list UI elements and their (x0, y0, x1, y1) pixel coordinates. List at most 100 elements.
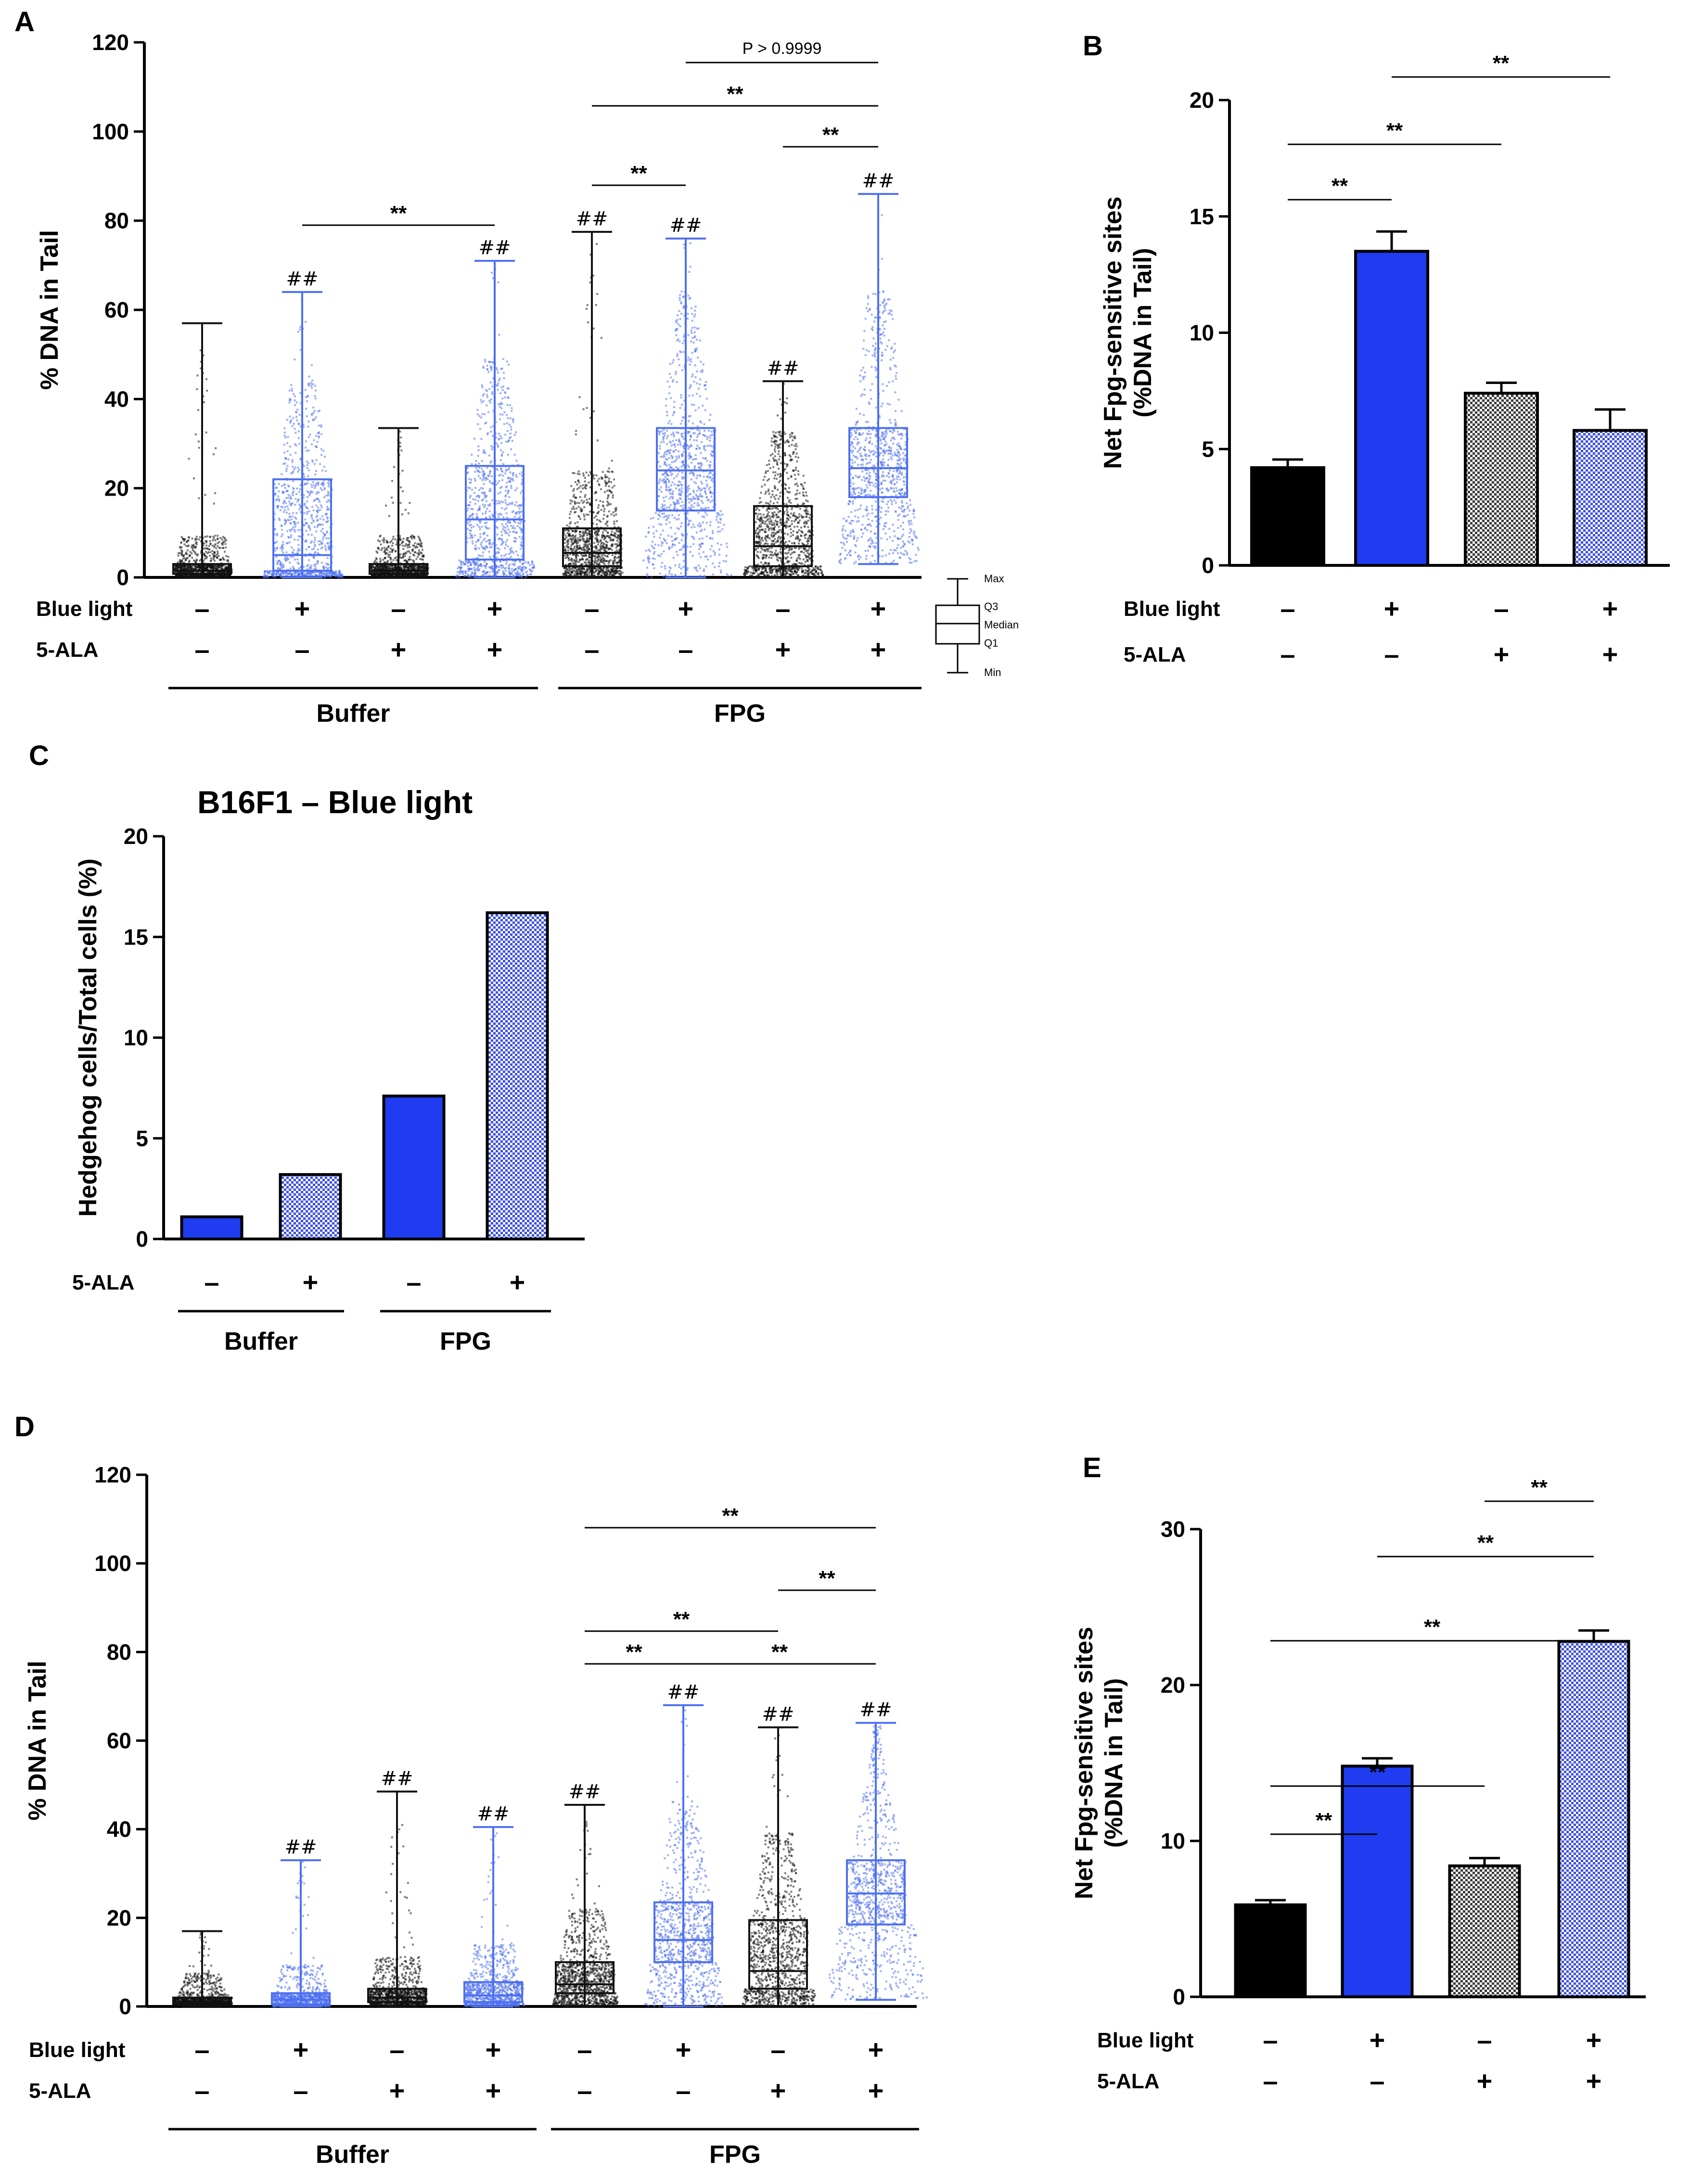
data-point (509, 477, 511, 479)
data-point (309, 434, 311, 435)
data-point (585, 530, 587, 532)
data-point (404, 545, 406, 547)
data-point (519, 473, 521, 474)
data-point (489, 490, 491, 492)
data-point (312, 407, 314, 409)
data-point (505, 486, 507, 488)
data-point (320, 424, 322, 426)
data-point (488, 400, 490, 402)
data-point (222, 547, 224, 549)
data-point (289, 446, 291, 447)
data-point (480, 417, 482, 419)
data-point (497, 371, 499, 373)
data-point (310, 542, 312, 544)
data-point (310, 565, 312, 567)
data-point (315, 568, 317, 570)
data-point (375, 557, 377, 559)
data-point (499, 378, 501, 380)
data-point (517, 554, 519, 556)
data-point (509, 563, 511, 565)
data-point (321, 515, 323, 517)
data-point (408, 512, 410, 514)
data-point (193, 477, 195, 479)
data-point (210, 566, 212, 568)
data-point (606, 482, 608, 484)
data-point (516, 487, 518, 489)
data-point (498, 403, 499, 405)
data-point (322, 519, 324, 521)
data-point (497, 389, 499, 391)
data-point (278, 483, 280, 485)
data-point (314, 418, 316, 420)
data-point (379, 558, 381, 560)
data-point (471, 537, 473, 539)
data-point (299, 329, 301, 331)
data-point (564, 535, 566, 536)
data-point (608, 467, 610, 469)
data-point (583, 516, 585, 518)
data-point (217, 566, 218, 568)
data-point (292, 566, 294, 568)
box-4: ## (455, 237, 535, 578)
data-point (576, 557, 577, 559)
data-point (520, 492, 522, 494)
data-point (299, 326, 301, 328)
data-point (606, 490, 608, 492)
data-point (383, 537, 385, 539)
data-point (183, 538, 185, 540)
data-point (491, 546, 493, 548)
data-point (576, 546, 578, 548)
data-point (206, 536, 208, 537)
data-point (611, 531, 613, 533)
data-point (311, 517, 313, 519)
data-point (479, 536, 481, 538)
data-point (602, 477, 603, 479)
data-point (510, 448, 512, 450)
data-point (506, 482, 508, 484)
data-point (178, 566, 179, 568)
data-point (268, 576, 270, 578)
data-point (295, 467, 296, 469)
data-point (505, 541, 507, 543)
data-point (195, 434, 197, 435)
data-point (377, 547, 379, 549)
data-point (481, 541, 483, 543)
data-point (589, 281, 591, 283)
data-point (198, 538, 200, 540)
data-point (582, 531, 584, 533)
data-point (424, 567, 426, 569)
data-point (283, 427, 285, 429)
data-point (500, 468, 502, 470)
data-point (487, 432, 489, 434)
data-point (206, 390, 208, 392)
data-point (287, 497, 289, 499)
data-point (457, 576, 459, 578)
data-point (205, 536, 206, 538)
data-point (287, 558, 289, 560)
data-point (472, 514, 474, 516)
data-point (408, 550, 410, 552)
data-point (179, 562, 181, 563)
data-point (522, 566, 524, 568)
data-point (326, 574, 328, 575)
data-point (462, 562, 464, 563)
data-point (482, 548, 484, 549)
data-point (582, 559, 584, 561)
data-point (294, 443, 296, 445)
data-point (492, 571, 494, 573)
data-point (323, 576, 325, 578)
data-point (566, 541, 568, 543)
data-point (314, 526, 316, 528)
data-point (418, 549, 420, 551)
data-point (586, 485, 588, 486)
data-point (521, 531, 523, 533)
data-point (205, 432, 207, 434)
data-point (402, 554, 404, 556)
data-point (203, 401, 205, 403)
data-point (285, 497, 287, 499)
data-point (596, 550, 598, 552)
data-point (504, 499, 506, 501)
data-point (295, 518, 297, 520)
data-point (488, 542, 490, 544)
